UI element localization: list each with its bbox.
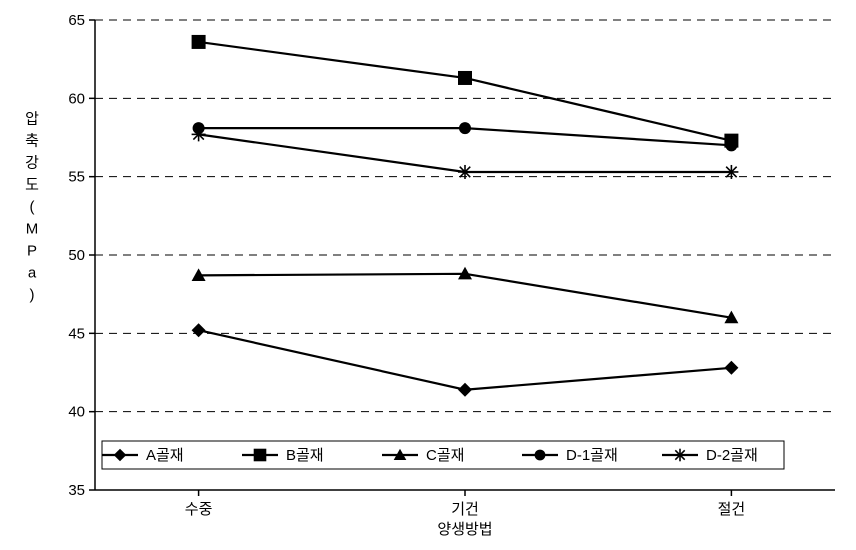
circle-marker <box>725 139 737 151</box>
y-axis-title-char: M <box>26 220 39 237</box>
legend-label: D-1골재 <box>566 447 618 464</box>
y-axis-title-char: a <box>28 264 37 281</box>
y-tick-label: 40 <box>68 404 85 421</box>
x-axis-title: 양생방법 <box>437 521 492 538</box>
y-axis-title-char: 압 <box>25 110 39 127</box>
legend-item: D-1골재 <box>522 447 618 464</box>
x-tick-label: 절건 <box>718 501 746 518</box>
square-marker <box>254 449 267 462</box>
y-axis-title-char: ( <box>30 198 35 215</box>
x-tick-label: 기건 <box>451 501 479 518</box>
y-tick-label: 50 <box>68 247 85 264</box>
y-axis-title-char: ) <box>30 286 35 303</box>
legend-label: C골재 <box>426 447 464 464</box>
y-tick-label: 65 <box>68 12 85 29</box>
diamond-marker <box>458 383 472 397</box>
y-tick-label: 45 <box>68 325 85 342</box>
y-axis-title: 압축강도 ( MPa) <box>25 110 39 303</box>
asterisk-marker <box>458 165 472 179</box>
legend-label: D-2골재 <box>706 447 758 464</box>
circle-marker <box>459 122 471 134</box>
y-axis-title-char: 축 <box>25 132 39 149</box>
series-line <box>199 330 732 390</box>
x-tick-label: 수중 <box>185 501 213 518</box>
series-D-2골재 <box>192 127 739 179</box>
legend-item: B골재 <box>242 447 324 464</box>
legend-item: A골재 <box>102 447 184 464</box>
diamond-marker <box>114 449 127 462</box>
asterisk-marker <box>674 449 687 462</box>
asterisk-marker <box>192 127 206 141</box>
circle-marker <box>535 450 546 461</box>
legend: A골재 B골재 C골재 D-1골재 D-2골재 <box>102 441 784 469</box>
series-line <box>199 274 732 318</box>
series-C골재 <box>192 267 739 323</box>
line-chart: 35 40 45 50 55 60 65 수중 기건 절건양생방법 압축강도 ( MPa) A골재 B골재 C… <box>0 0 856 550</box>
legend-item: C골재 <box>382 447 464 464</box>
square-marker <box>458 71 472 85</box>
series-A골재 <box>192 323 739 397</box>
y-axis-title-char: 강 <box>25 154 39 171</box>
legend-label: A골재 <box>146 447 184 464</box>
square-marker <box>192 35 206 49</box>
asterisk-marker <box>724 165 738 179</box>
y-tick-label: 60 <box>68 90 85 107</box>
series-D-1골재 <box>193 122 738 151</box>
y-axis-title-char: 도 <box>25 176 39 193</box>
diamond-marker <box>192 323 206 337</box>
y-tick-label: 55 <box>68 169 85 186</box>
y-axis-title-char: P <box>27 242 37 259</box>
legend-item: D-2골재 <box>662 447 758 464</box>
chart-container: 35 40 45 50 55 60 65 수중 기건 절건양생방법 압축강도 ( MPa) A골재 B골재 C… <box>0 0 856 550</box>
diamond-marker <box>724 361 738 375</box>
legend-label: B골재 <box>286 447 324 464</box>
y-tick-label: 35 <box>68 482 85 499</box>
